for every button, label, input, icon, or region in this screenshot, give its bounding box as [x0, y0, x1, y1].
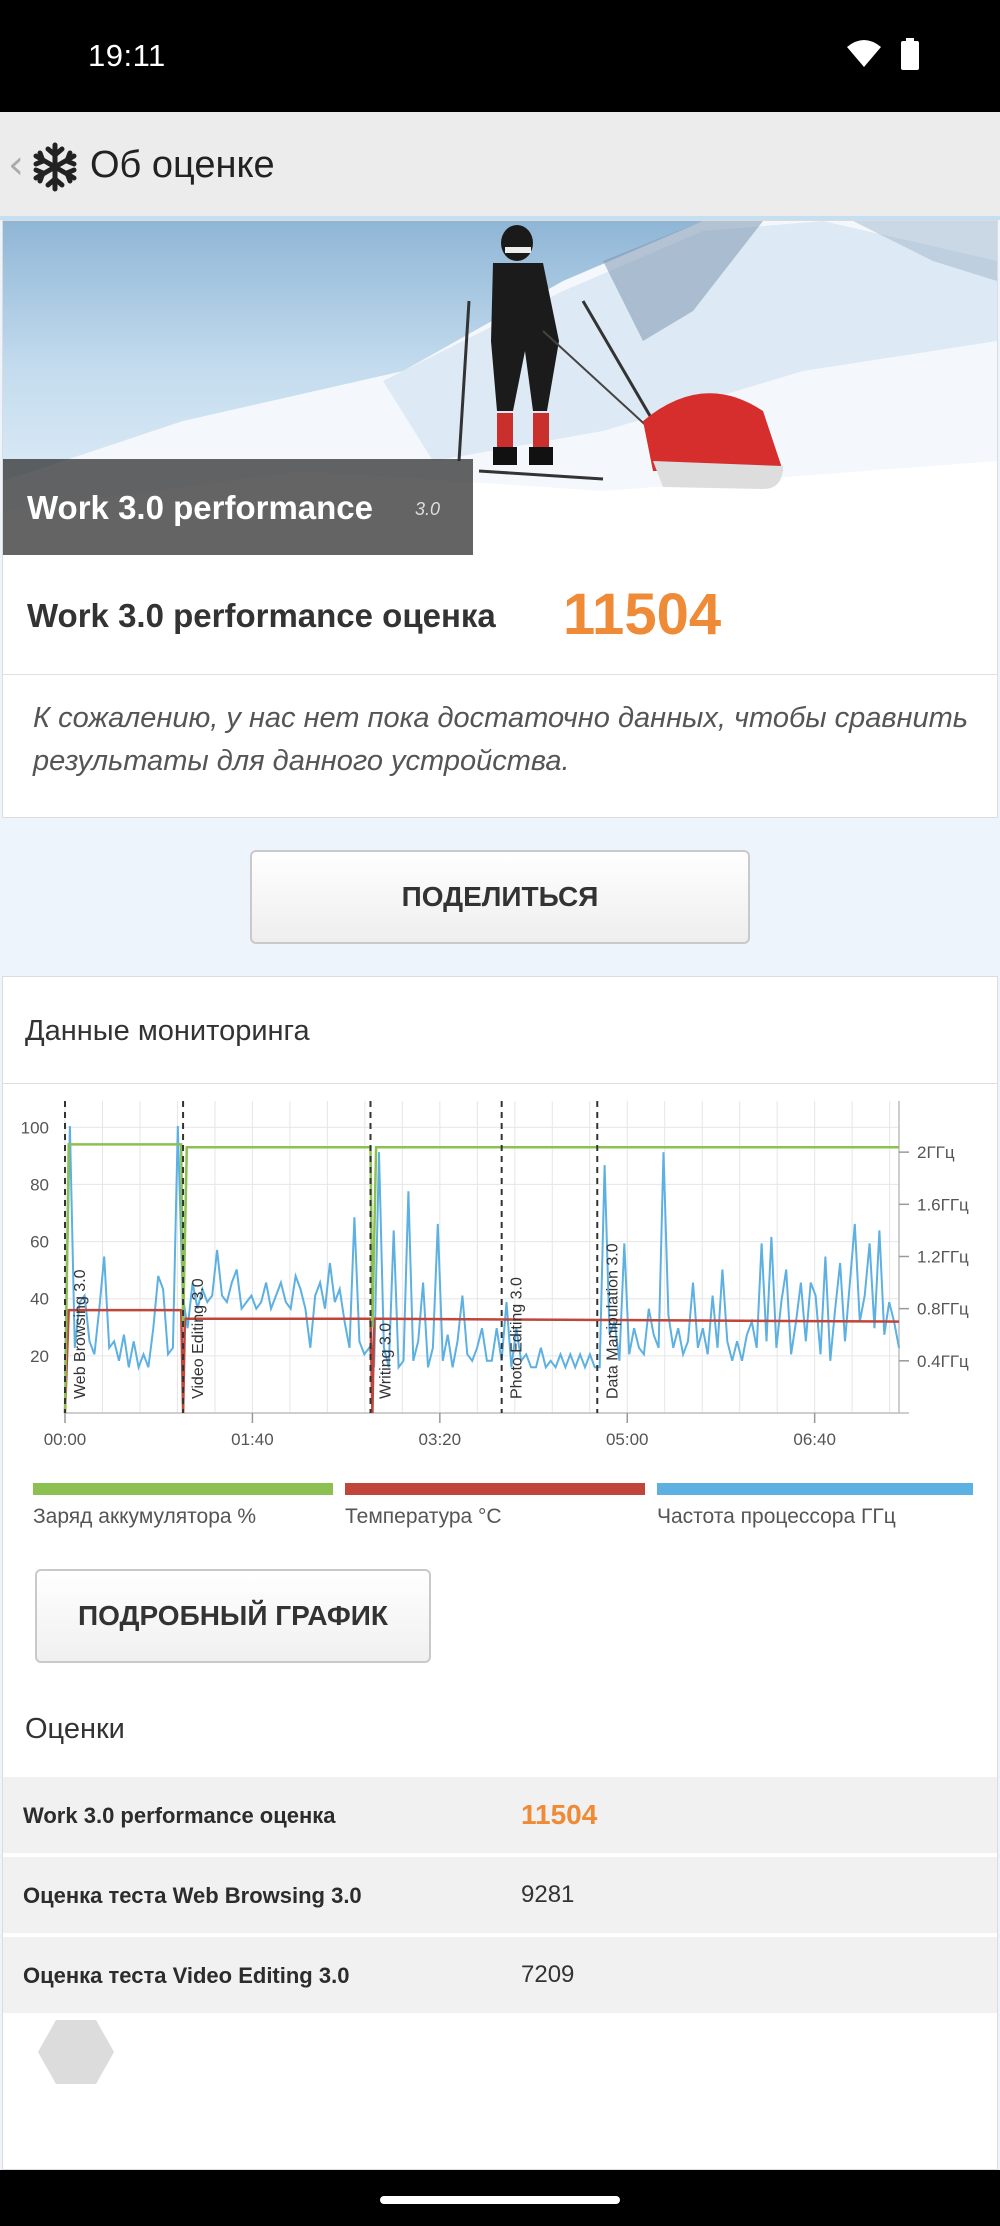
y-left-tick-label: 100	[21, 1118, 49, 1137]
legend-swatch-cpu	[657, 1483, 973, 1495]
x-tick-label: 05:00	[606, 1430, 649, 1449]
legend-cpu: Частота процессора ГГц	[657, 1483, 973, 1529]
hero-caption: Work 3.0 performance 3.0	[3, 459, 473, 555]
y-right-tick-label: 1.2ГГц	[917, 1247, 969, 1266]
no-data-notice: К сожалению, у нас нет пока достаточно д…	[33, 702, 969, 777]
legend-label-cpu: Частота процессора ГГц	[657, 1505, 896, 1528]
app-screen: ‹ Об оценке	[0, 112, 1000, 2170]
score-name: Оценка теста Video Editing 3.0	[23, 1963, 350, 1988]
score-value: 11504	[563, 582, 722, 647]
y-left-tick-label: 80	[30, 1175, 49, 1194]
navigation-bar	[0, 2170, 1000, 2226]
share-button[interactable]: ПОДЕЛИТЬСЯ	[250, 850, 750, 944]
battery-icon	[901, 38, 919, 70]
page-title: Об оценке	[90, 144, 275, 186]
legend-temperature: Температура °C	[345, 1483, 645, 1529]
scores-table: Work 3.0 performance оценка 11504 Оценка…	[3, 1777, 997, 2017]
y-right-tick-label: 2ГГц	[917, 1143, 955, 1162]
result-card: Work 3.0 performance 3.0 Work 3.0 perfor…	[2, 220, 998, 818]
detailed-chart-button[interactable]: ПОДРОБНЫЙ ГРАФИК	[35, 1569, 431, 1663]
x-tick-label: 03:20	[419, 1430, 462, 1449]
legend-swatch-temperature	[345, 1483, 645, 1495]
hero-version: 3.0	[415, 499, 441, 519]
test-marker-label: Data Manipulation 3.0	[604, 1243, 621, 1399]
chart-legend: Заряд аккумулятора % Температура °C Част…	[33, 1483, 973, 1539]
monitoring-card: Данные мониторинга 20 40 60 80 100 0.4ГГц 0.8Г…	[2, 976, 998, 2170]
test-marker-label: Video Editing 3.0	[190, 1278, 207, 1399]
test-marker-label: Web Browsing 3.0	[72, 1269, 89, 1399]
snowflake-icon	[33, 142, 77, 192]
score-cell-value: 9281	[521, 1881, 575, 1908]
legend-label-battery: Заряд аккумулятора %	[33, 1505, 257, 1528]
y-right-tick-label: 0.8ГГц	[917, 1300, 969, 1319]
test-marker-label: Photo Editing 3.0	[509, 1277, 526, 1399]
series-line-cpu-frequency	[64, 1125, 900, 1374]
score-label: Work 3.0 performance оценка	[27, 597, 496, 634]
hero-banner: Work 3.0 performance 3.0	[3, 221, 997, 555]
status-bar: 19:11	[0, 0, 1000, 112]
table-row: Work 3.0 performance оценка 11504	[3, 1777, 997, 1857]
monitoring-title: Данные мониторинга	[25, 1015, 310, 1047]
y-left-tick-label: 20	[30, 1347, 49, 1366]
score-row: Work 3.0 performance оценка 11504	[3, 555, 997, 675]
series-line-battery	[63, 1143, 899, 1414]
chevron-left-icon[interactable]: ‹	[8, 142, 24, 188]
x-tick-label: 06:40	[793, 1430, 836, 1449]
y-left-tick-label: 40	[30, 1290, 49, 1309]
legend-battery: Заряд аккумулятора %	[33, 1483, 333, 1529]
home-handle[interactable]	[380, 2196, 620, 2204]
monitoring-chart: 20 40 60 80 100 0.4ГГц 0.8ГГц 1.2ГГц 1.6ГГц 2ГГц 0…	[21, 1101, 969, 1449]
y-left-tick-label: 60	[30, 1233, 49, 1252]
x-tick-label: 01:40	[231, 1430, 274, 1449]
divider	[3, 1083, 997, 1084]
legend-swatch-battery	[33, 1483, 333, 1495]
series-line-temperature	[63, 1308, 900, 1414]
toolbar: ‹ Об оценке	[0, 112, 1000, 220]
y-right-tick-label: 1.6ГГц	[917, 1195, 969, 1214]
hexagon-icon	[38, 2020, 114, 2084]
table-row: Оценка теста Video Editing 3.0 7209	[3, 1937, 997, 2017]
test-marker-label: Writing 3.0	[377, 1323, 394, 1399]
legend-label-temperature: Температура °C	[345, 1505, 502, 1528]
hero-title: Work 3.0 performance	[27, 489, 374, 526]
status-time: 19:11	[88, 38, 166, 73]
score-name: Оценка теста Web Browsing 3.0	[23, 1883, 362, 1908]
wifi-icon	[847, 40, 881, 67]
table-row: Оценка теста Web Browsing 3.0 9281	[3, 1857, 997, 1937]
score-cell-value: 7209	[521, 1961, 575, 1988]
y-right-tick-label: 0.4ГГц	[917, 1352, 969, 1371]
score-cell-value: 11504	[521, 1799, 598, 1830]
status-icons	[846, 38, 920, 70]
x-tick-label: 00:00	[44, 1430, 87, 1449]
scores-title: Оценки	[25, 1713, 125, 1745]
score-name: Work 3.0 performance оценка	[23, 1803, 336, 1828]
